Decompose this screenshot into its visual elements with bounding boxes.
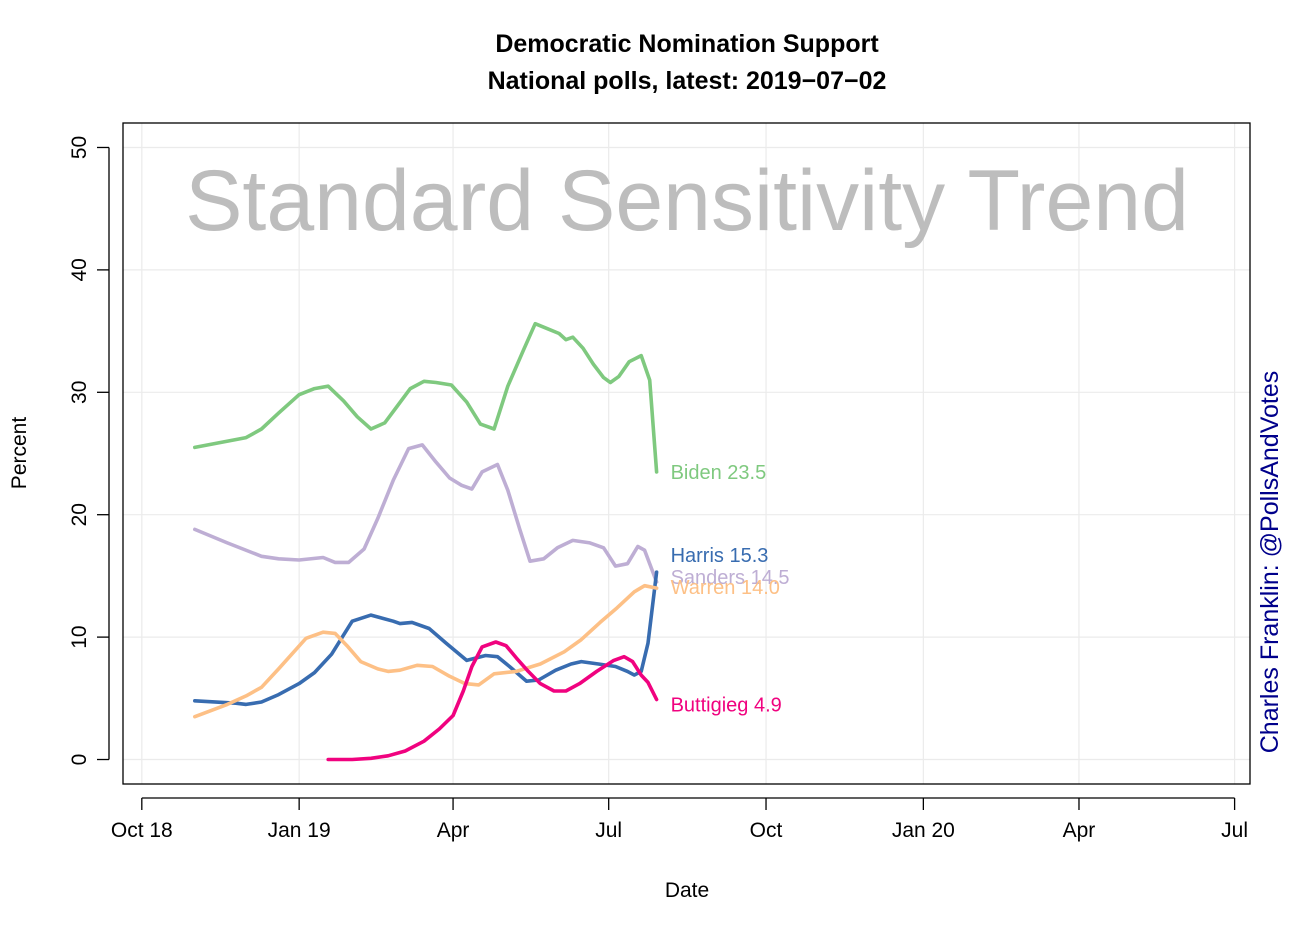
y-axis-label: Percent	[8, 417, 31, 490]
series-line-warren	[193, 583, 659, 719]
series-label-buttigieg: Buttigieg 4.9	[671, 695, 782, 717]
series-label-warren: Warren 14.0	[671, 577, 780, 599]
plot-frame	[122, 122, 1251, 785]
x-axis-label: Date	[665, 879, 709, 902]
x-tick-label: Apr	[1063, 819, 1096, 842]
series-label-sanders: Sanders 14.5	[671, 567, 790, 589]
y-tick-label: 20	[68, 503, 91, 526]
series-line-biden	[193, 321, 659, 474]
y-tick-label: 50	[68, 136, 91, 159]
x-axis: Oct 18 Jan 19 Apr Jul Oct Jan 20 Apr Jul	[111, 797, 1248, 842]
x-tick-label: Oct 18	[111, 819, 173, 842]
x-tick-label: Jan 19	[268, 819, 331, 842]
y-tick-label: 30	[68, 381, 91, 404]
credit-text: Charles Franklin: @PollsAndVotes	[1256, 371, 1284, 754]
y-tick-label: 40	[68, 258, 91, 281]
series-line-buttigieg	[326, 640, 659, 762]
y-tick-label: 10	[68, 625, 91, 648]
series-label-harris: Harris 15.3	[671, 545, 769, 567]
y-tick-label: 0	[68, 754, 91, 766]
x-tick-label: Oct	[750, 819, 783, 842]
x-tick-label: Jul	[595, 819, 622, 842]
series-lines	[193, 321, 659, 762]
series-label-biden: Biden 23.5	[671, 462, 767, 484]
grid	[123, 123, 1250, 784]
series-line-harris	[193, 570, 659, 707]
series-line-sanders	[193, 443, 659, 584]
y-axis: 0 10 20 30 40 50	[68, 136, 110, 766]
watermark: Standard Sensitivity Trend	[185, 153, 1189, 249]
chart-subtitle: National polls, latest: 2019−07−02	[488, 67, 887, 95]
x-tick-label: Jan 20	[892, 819, 955, 842]
chart-title: Democratic Nomination Support	[495, 30, 879, 58]
x-tick-label: Apr	[437, 819, 470, 842]
x-tick-label: Jul	[1221, 819, 1248, 842]
